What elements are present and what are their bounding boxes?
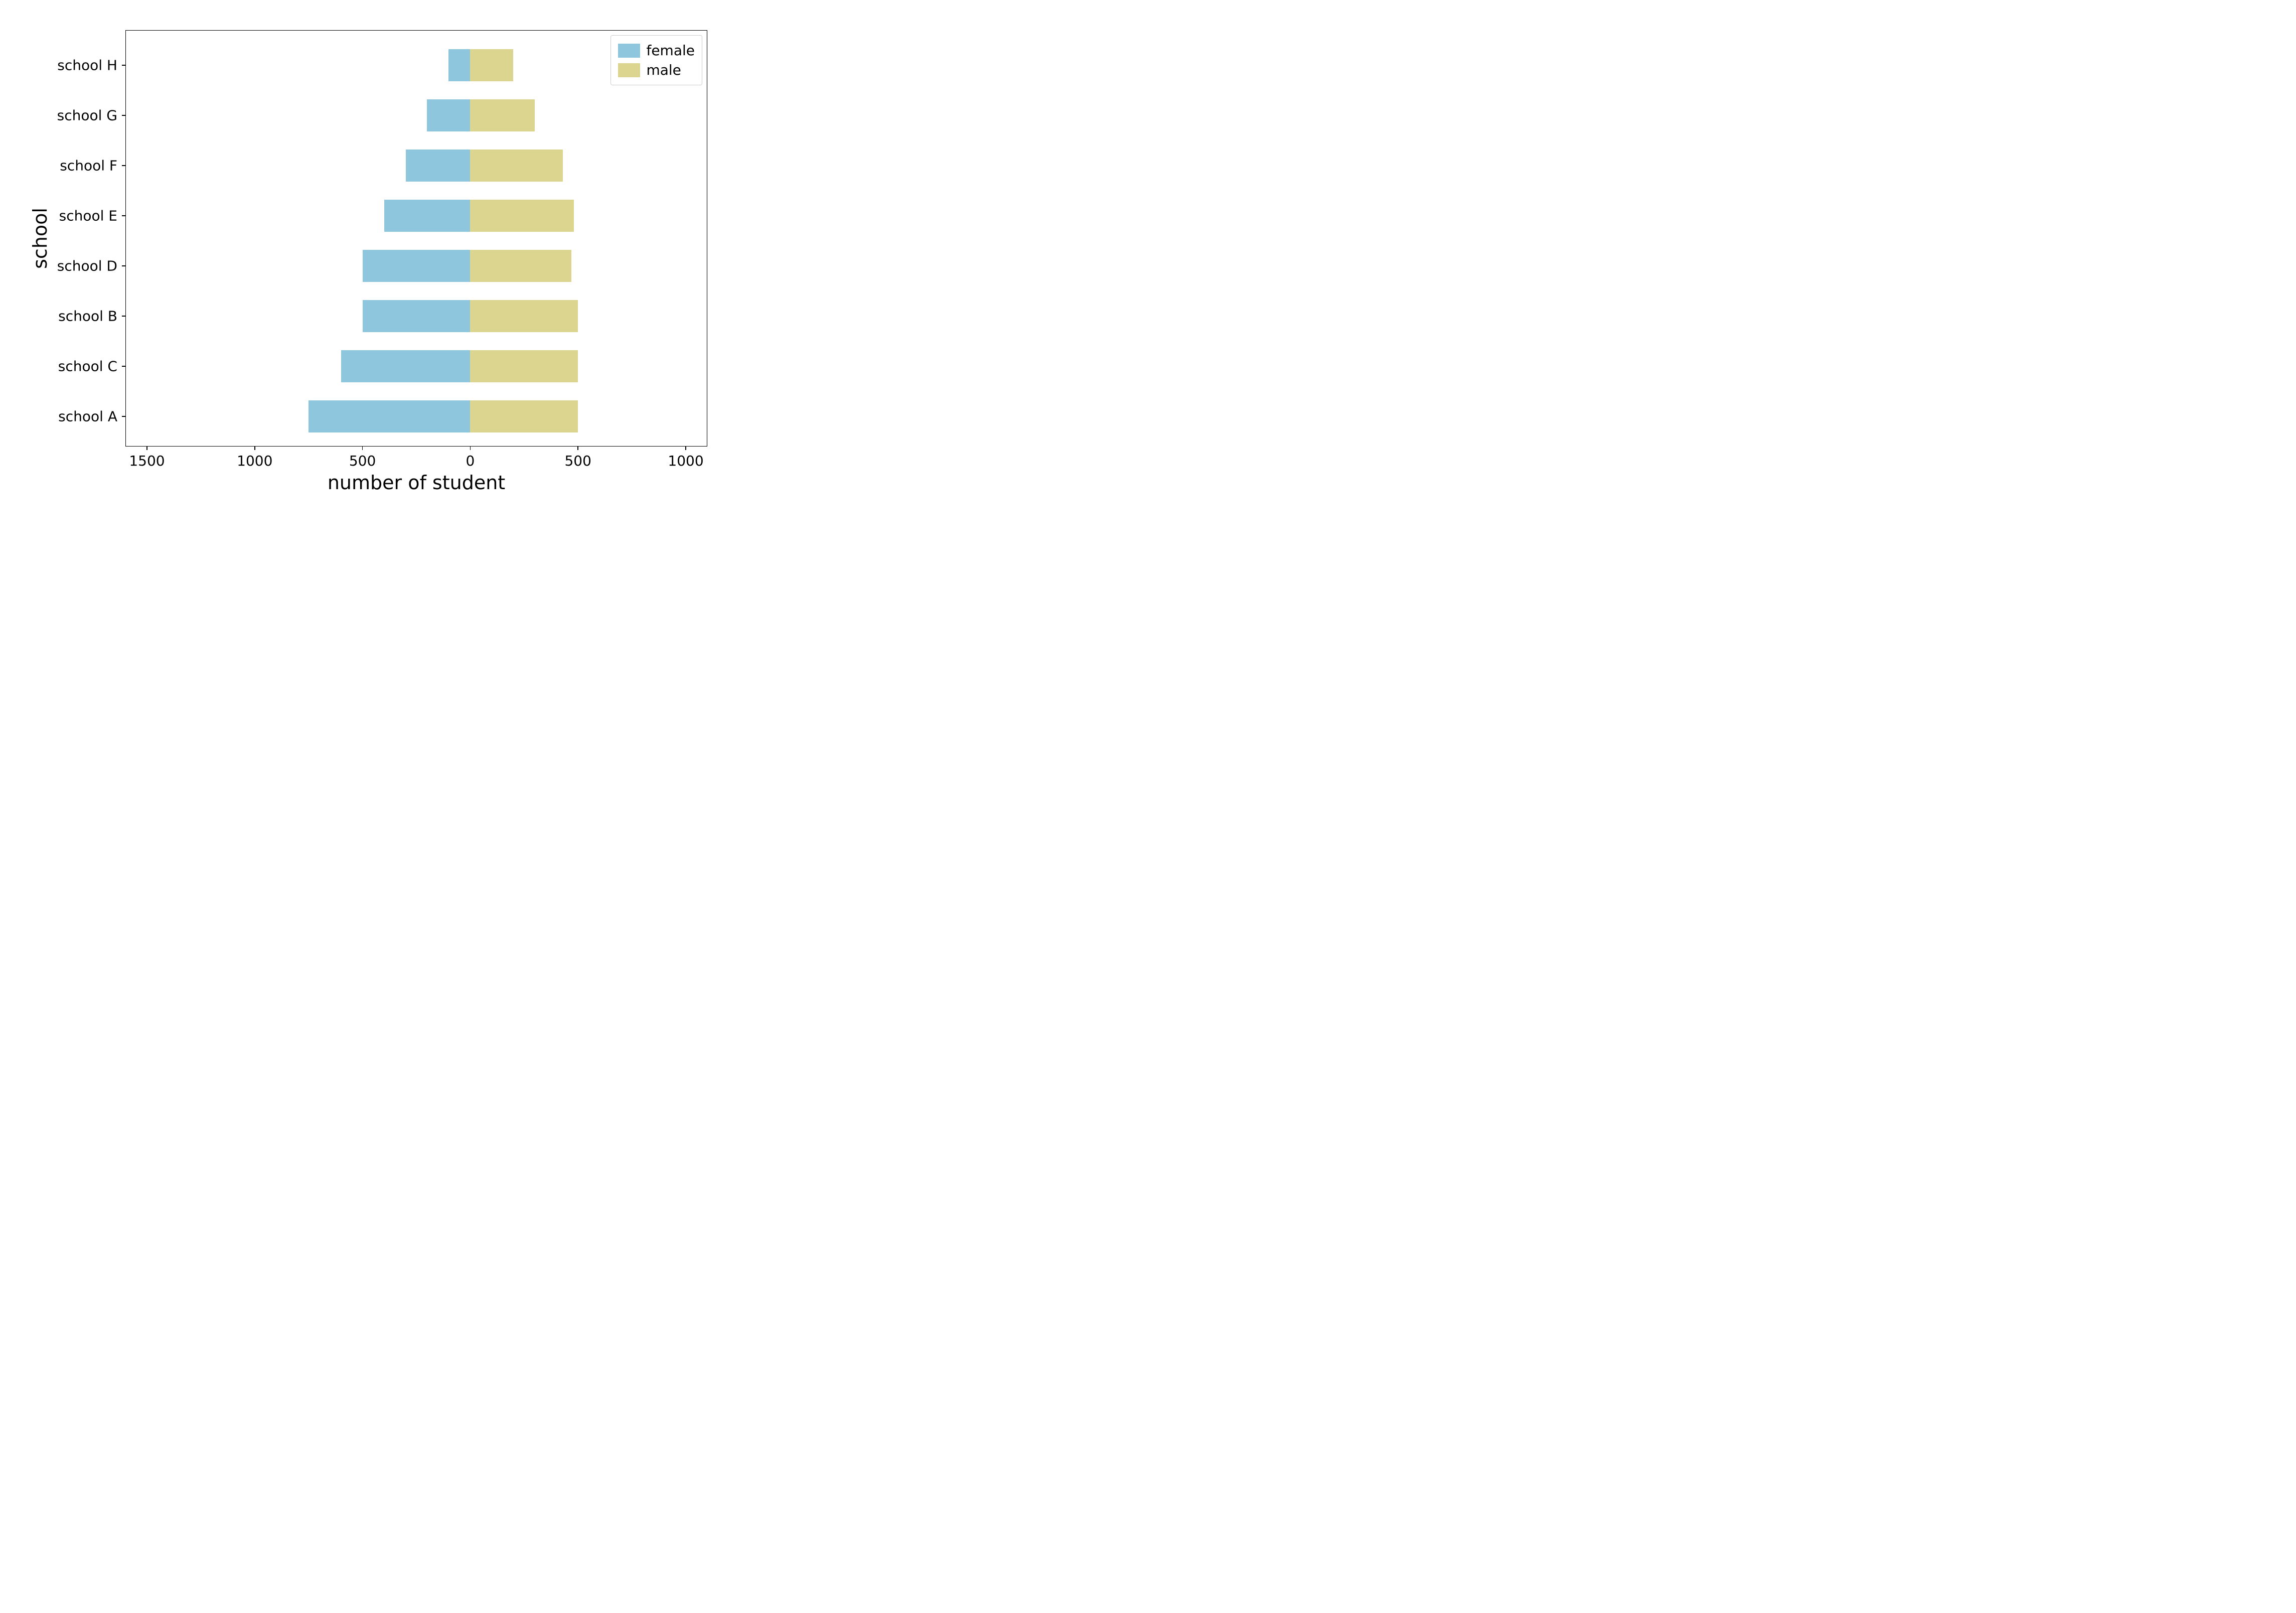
xtick-mark xyxy=(146,447,147,450)
legend-label-male: male xyxy=(646,60,681,80)
xtick-label: 500 xyxy=(349,453,376,469)
xtick-mark xyxy=(577,447,578,450)
ytick-mark xyxy=(122,416,125,417)
chart-container: school Hschool Gschool Fschool Eschool D… xyxy=(20,20,722,497)
ytick-label: school C xyxy=(20,358,117,375)
ytick-label: school B xyxy=(20,308,117,325)
legend-swatch-female xyxy=(618,44,640,58)
xtick-label: 1000 xyxy=(237,453,272,469)
xtick-label: 500 xyxy=(564,453,591,469)
legend-swatch-male xyxy=(618,63,640,77)
xtick-mark xyxy=(470,447,471,450)
xtick-label: 1000 xyxy=(668,453,703,469)
plot-area xyxy=(125,30,707,447)
xtick-mark xyxy=(254,447,255,450)
x-axis-label: number of student xyxy=(328,472,505,494)
ytick-label: school H xyxy=(20,57,117,74)
xtick-label: 0 xyxy=(466,453,475,469)
xtick-mark xyxy=(362,447,363,450)
legend-label-female: female xyxy=(646,41,695,60)
ytick-label: school G xyxy=(20,107,117,124)
ytick-mark xyxy=(122,115,125,116)
legend-item-male: male xyxy=(618,60,695,80)
ytick-mark xyxy=(122,215,125,216)
xtick-mark xyxy=(685,447,686,450)
ytick-mark xyxy=(122,65,125,66)
ytick-mark xyxy=(122,265,125,266)
ytick-label: school A xyxy=(20,408,117,425)
xtick-label: 1500 xyxy=(129,453,165,469)
legend: female male xyxy=(610,35,702,85)
y-axis-label: school xyxy=(29,208,51,269)
ytick-label: school F xyxy=(20,158,117,174)
legend-item-female: female xyxy=(618,41,695,60)
ytick-mark xyxy=(122,165,125,166)
ytick-mark xyxy=(122,316,125,317)
ytick-mark xyxy=(122,366,125,367)
